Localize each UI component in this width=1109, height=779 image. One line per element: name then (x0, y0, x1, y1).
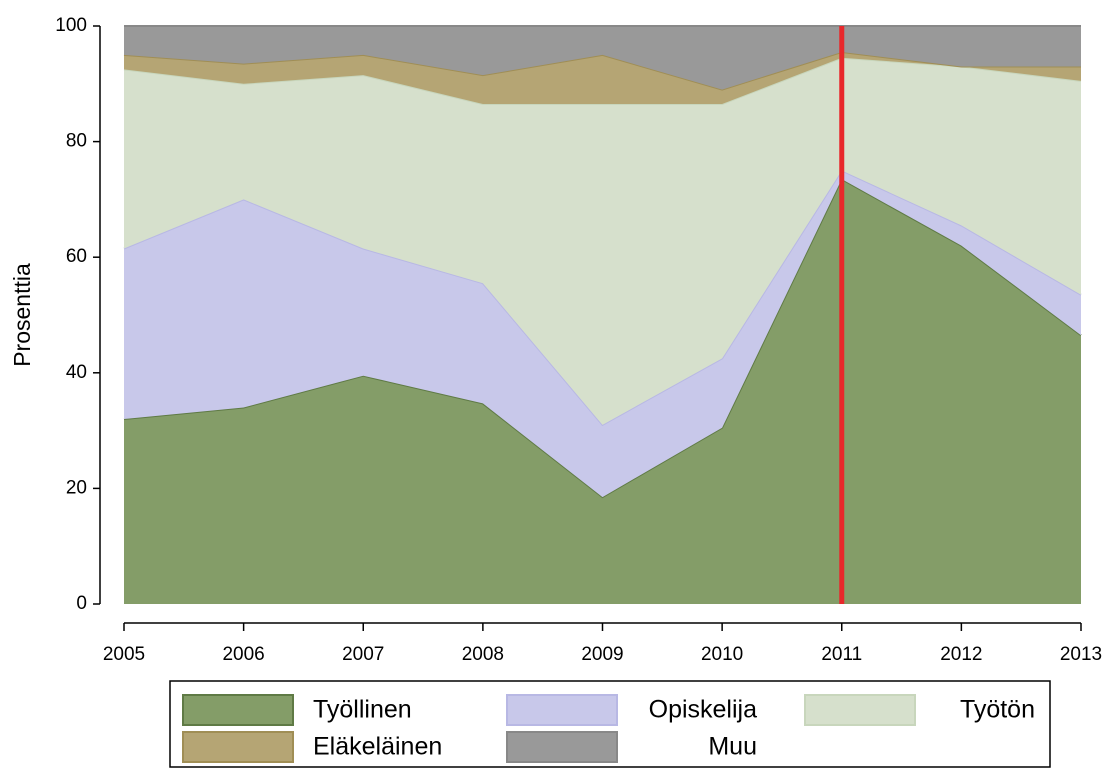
legend-label: Työllinen (313, 696, 412, 724)
y-tick-label: 60 (66, 246, 87, 267)
x-tick-label: 2005 (103, 644, 145, 665)
y-tick-label: 0 (76, 593, 87, 614)
area (124, 170, 1081, 498)
x-tick-label: 2010 (701, 644, 743, 665)
legend-label: Opiskelija (649, 696, 757, 724)
legend-label: Työtön (960, 696, 1035, 724)
x-tick-label: 2006 (222, 644, 264, 665)
x-tick-label: 2013 (1060, 644, 1102, 665)
y-tick-label: 20 (66, 477, 87, 498)
x-tick-label: 2009 (581, 644, 623, 665)
x-tick-label: 2007 (342, 644, 384, 665)
y-tick-label: 80 (66, 131, 87, 152)
y-tick-label: 40 (66, 362, 87, 383)
legend-swatch (506, 731, 618, 763)
legend-swatch (506, 694, 618, 726)
legend-label: Muu (708, 733, 757, 761)
x-tick-label: 2011 (821, 644, 862, 665)
legend-swatch (182, 731, 294, 763)
legend-swatch (804, 694, 916, 726)
y-axis-label: Prosenttia (9, 263, 35, 367)
area (124, 52, 1081, 105)
y-tick-label: 100 (55, 15, 87, 36)
legend-swatch (182, 694, 294, 726)
x-tick-label: 2008 (462, 644, 504, 665)
x-tick-label: 2012 (940, 644, 982, 665)
legend-label: Eläkeläinen (313, 733, 442, 761)
